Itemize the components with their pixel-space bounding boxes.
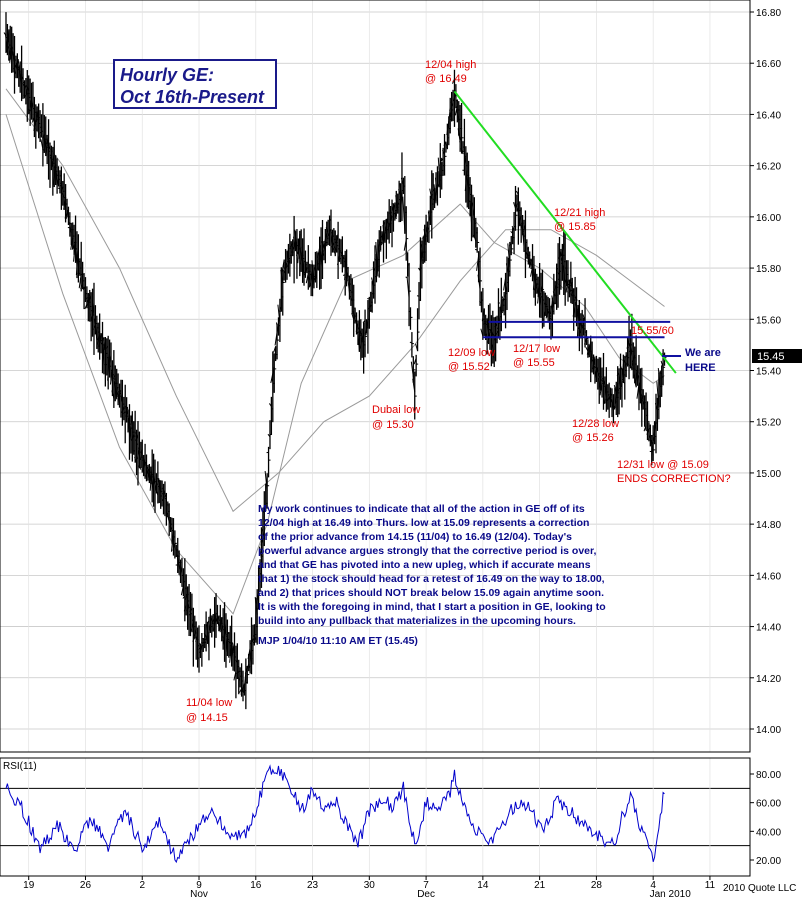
commentary-line: It is with the foregoing in mind, that I…	[258, 601, 606, 613]
date-tick-label: 11	[705, 880, 716, 891]
commentary-line: of the prior advance from 14.15 (11/04) …	[258, 531, 572, 543]
commentary-line: that 1) the stock should head for a rete…	[258, 573, 605, 585]
annotation-line: Dubai low	[372, 404, 420, 416]
commentary-line: My work continues to indicate that all o…	[258, 503, 585, 515]
copyright-label: 2010 Quote LLC	[723, 883, 796, 894]
annotation-line: 12/09 low	[448, 347, 495, 359]
commentary-line: 12/04 high at 16.49 into Thurs. low at 1…	[258, 517, 589, 529]
price-tick-label: 16.60	[756, 59, 781, 70]
commentary-line: build into any pullback that materialize…	[258, 615, 576, 627]
rsi-title: RSI(11)	[3, 761, 37, 772]
chart-title-line-2: Oct 16th-Present	[120, 87, 265, 107]
last-price-tag: 15.45	[752, 349, 802, 363]
annotation-line: HERE	[685, 362, 716, 374]
annotation-line: 15.55/60	[631, 325, 674, 337]
annotation-line: 12/17 low	[513, 343, 560, 355]
date-tick-label: 14	[477, 880, 489, 891]
price-tick-label: 14.80	[756, 520, 781, 531]
annotation-line: @ 15.26	[572, 432, 614, 444]
price-tick-label: 16.80	[756, 8, 781, 19]
date-tick-label: 30	[364, 880, 376, 891]
price-tick-label: 14.20	[756, 674, 781, 685]
price-tick-label: 15.20	[756, 418, 781, 429]
commentary-line: and that GE has pivoted into a new upleg…	[258, 559, 591, 571]
price-tick-label: 16.00	[756, 213, 781, 224]
date-tick-label: 19	[23, 880, 35, 891]
rsi-tick-label: 40.00	[756, 827, 781, 838]
annotation-line: 12/04 high	[425, 59, 476, 71]
annotation-line: @ 16.49	[425, 73, 467, 85]
commentary-line: MJP 1/04/10 11:10 AM ET (15.45)	[258, 635, 418, 647]
price-bar-open	[367, 299, 369, 300]
date-tick-label: 28	[591, 880, 603, 891]
commentary-line: powerful advance argues strongly that th…	[258, 545, 597, 557]
month-label: Nov	[190, 889, 208, 898]
price-bar-open	[545, 304, 547, 305]
annotation-line: @ 15.30	[372, 419, 414, 431]
date-tick-label: 16	[250, 880, 262, 891]
last-price-value: 15.45	[757, 351, 785, 363]
price-tick-label: 15.80	[756, 264, 781, 275]
price-tick-label: 15.00	[756, 469, 781, 480]
price-tick-label: 14.60	[756, 571, 781, 582]
annotation-line: 11/04 low	[186, 697, 232, 709]
annotation-line: @ 15.85	[554, 221, 596, 233]
price-bar-open	[289, 248, 291, 249]
price-tick-label: 15.40	[756, 367, 781, 378]
annotation-line: We are	[685, 347, 721, 359]
price-tick-label: 16.40	[756, 110, 781, 121]
annotation-line: @ 15.52	[448, 361, 490, 373]
chart-title-line-1: Hourly GE:	[120, 65, 214, 85]
annotation-line: 12/28 low	[572, 418, 619, 430]
date-tick-label: 23	[307, 880, 319, 891]
annotation-line: @ 14.15	[186, 712, 228, 724]
rsi-tick-label: 20.00	[756, 856, 781, 867]
price-bar-open	[142, 457, 144, 458]
annotation-line: ENDS CORRECTION?	[617, 473, 731, 485]
price-bar-open	[59, 176, 61, 177]
annotation-line: 12/21 high	[554, 207, 605, 219]
price-tick-label: 16.20	[756, 162, 781, 173]
date-tick-label: 21	[534, 880, 546, 891]
commentary-line: and 2) that prices should NOT break belo…	[258, 587, 604, 599]
price-tick-label: 14.40	[756, 623, 781, 634]
annotation-line: 12/31 low @ 15.09	[617, 459, 709, 471]
rsi-tick-label: 60.00	[756, 799, 781, 810]
price-tick-label: 14.00	[756, 725, 781, 736]
annotation-line: @ 15.55	[513, 357, 555, 369]
price-bar-open	[408, 311, 410, 312]
chart-title-box: Hourly GE: Oct 16th-Present	[114, 60, 276, 108]
rsi-tick-label: 80.00	[756, 770, 781, 781]
commentary-text: My work continues to indicate that all o…	[258, 503, 606, 647]
month-label: Jan 2010	[650, 889, 692, 898]
date-tick-label: 26	[80, 880, 92, 891]
price-bar-open	[475, 249, 477, 250]
date-tick-label: 2	[139, 880, 145, 891]
annotation-support-level: 15.55/60	[631, 325, 674, 337]
month-label: Dec	[417, 889, 435, 898]
price-tick-label: 15.60	[756, 315, 781, 326]
